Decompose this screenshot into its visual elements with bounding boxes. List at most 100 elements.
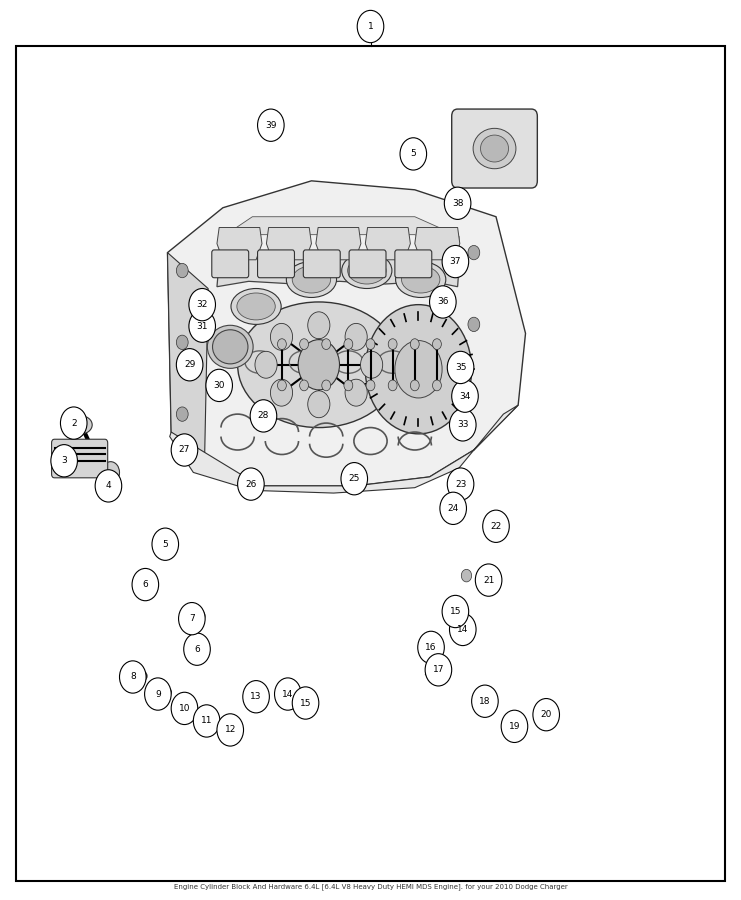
Circle shape bbox=[433, 338, 442, 349]
Polygon shape bbox=[415, 228, 460, 260]
Circle shape bbox=[442, 246, 469, 278]
Text: 5: 5 bbox=[411, 149, 416, 158]
Circle shape bbox=[462, 570, 471, 582]
FancyBboxPatch shape bbox=[349, 250, 386, 278]
Circle shape bbox=[366, 380, 375, 391]
FancyBboxPatch shape bbox=[303, 250, 340, 278]
Circle shape bbox=[152, 528, 179, 561]
Polygon shape bbox=[167, 253, 208, 468]
Circle shape bbox=[450, 409, 476, 441]
FancyBboxPatch shape bbox=[258, 250, 294, 278]
Circle shape bbox=[365, 304, 471, 434]
Circle shape bbox=[425, 653, 452, 686]
Ellipse shape bbox=[480, 135, 508, 162]
Text: 6: 6 bbox=[194, 644, 200, 653]
Circle shape bbox=[176, 335, 188, 349]
Ellipse shape bbox=[213, 329, 248, 364]
Circle shape bbox=[442, 596, 469, 627]
Text: 24: 24 bbox=[448, 504, 459, 513]
Circle shape bbox=[176, 407, 188, 421]
Ellipse shape bbox=[402, 266, 440, 293]
FancyBboxPatch shape bbox=[452, 109, 537, 188]
Ellipse shape bbox=[70, 416, 92, 434]
Circle shape bbox=[102, 462, 119, 483]
Circle shape bbox=[424, 638, 439, 656]
Text: 35: 35 bbox=[455, 363, 466, 372]
Circle shape bbox=[176, 264, 188, 278]
Text: 10: 10 bbox=[179, 704, 190, 713]
Circle shape bbox=[132, 569, 159, 600]
Polygon shape bbox=[217, 253, 459, 287]
Text: 5: 5 bbox=[162, 540, 168, 549]
Circle shape bbox=[411, 338, 419, 349]
Circle shape bbox=[450, 613, 476, 645]
Circle shape bbox=[161, 539, 170, 550]
Circle shape bbox=[171, 692, 198, 724]
Polygon shape bbox=[365, 228, 411, 260]
Circle shape bbox=[217, 714, 244, 746]
Circle shape bbox=[440, 492, 467, 525]
Polygon shape bbox=[219, 217, 459, 255]
Circle shape bbox=[468, 317, 479, 331]
Circle shape bbox=[322, 380, 330, 391]
Text: 14: 14 bbox=[457, 625, 468, 634]
Text: 33: 33 bbox=[457, 420, 468, 429]
Circle shape bbox=[274, 678, 301, 710]
Circle shape bbox=[411, 380, 419, 391]
Circle shape bbox=[299, 338, 308, 349]
Circle shape bbox=[445, 187, 471, 220]
Circle shape bbox=[501, 710, 528, 742]
Text: 26: 26 bbox=[245, 480, 256, 489]
Circle shape bbox=[250, 400, 276, 432]
Text: 36: 36 bbox=[437, 298, 448, 307]
Circle shape bbox=[299, 380, 308, 391]
Text: 32: 32 bbox=[196, 301, 208, 310]
Circle shape bbox=[451, 605, 461, 617]
Ellipse shape bbox=[342, 253, 392, 289]
Text: 15: 15 bbox=[450, 607, 461, 616]
Circle shape bbox=[418, 631, 445, 663]
FancyBboxPatch shape bbox=[212, 250, 249, 278]
Text: 18: 18 bbox=[479, 697, 491, 706]
Ellipse shape bbox=[159, 688, 171, 697]
Text: 31: 31 bbox=[196, 321, 208, 330]
Text: 25: 25 bbox=[348, 474, 360, 483]
Circle shape bbox=[345, 379, 368, 406]
Circle shape bbox=[341, 463, 368, 495]
Circle shape bbox=[298, 339, 339, 390]
Text: 23: 23 bbox=[455, 480, 466, 489]
Circle shape bbox=[533, 698, 559, 731]
Text: 3: 3 bbox=[62, 456, 67, 465]
Text: 13: 13 bbox=[250, 692, 262, 701]
Circle shape bbox=[468, 246, 479, 260]
Text: 4: 4 bbox=[106, 482, 111, 490]
Text: Engine Cylinder Block And Hardware 6.4L [6.4L V8 Heavy Duty HEMI MDS Engine]. fo: Engine Cylinder Block And Hardware 6.4L … bbox=[173, 883, 568, 889]
Circle shape bbox=[189, 644, 198, 654]
Circle shape bbox=[255, 351, 277, 378]
Ellipse shape bbox=[230, 725, 238, 731]
Ellipse shape bbox=[227, 724, 241, 733]
Ellipse shape bbox=[348, 257, 386, 284]
Circle shape bbox=[270, 323, 293, 350]
Text: 12: 12 bbox=[225, 725, 236, 734]
Polygon shape bbox=[170, 405, 518, 493]
Circle shape bbox=[193, 705, 220, 737]
Text: 2: 2 bbox=[71, 418, 76, 427]
Ellipse shape bbox=[136, 673, 144, 680]
Circle shape bbox=[144, 678, 171, 710]
Circle shape bbox=[409, 148, 418, 159]
Ellipse shape bbox=[184, 702, 196, 711]
Ellipse shape bbox=[292, 266, 330, 293]
Text: 11: 11 bbox=[201, 716, 213, 725]
Text: 27: 27 bbox=[179, 446, 190, 454]
Circle shape bbox=[184, 633, 210, 665]
Circle shape bbox=[179, 602, 205, 634]
Text: 9: 9 bbox=[155, 689, 161, 698]
Ellipse shape bbox=[286, 262, 336, 298]
Text: 39: 39 bbox=[265, 121, 276, 130]
Ellipse shape bbox=[208, 716, 216, 722]
Text: 16: 16 bbox=[425, 643, 436, 652]
Circle shape bbox=[270, 379, 293, 406]
Circle shape bbox=[95, 470, 122, 502]
Ellipse shape bbox=[133, 670, 147, 681]
